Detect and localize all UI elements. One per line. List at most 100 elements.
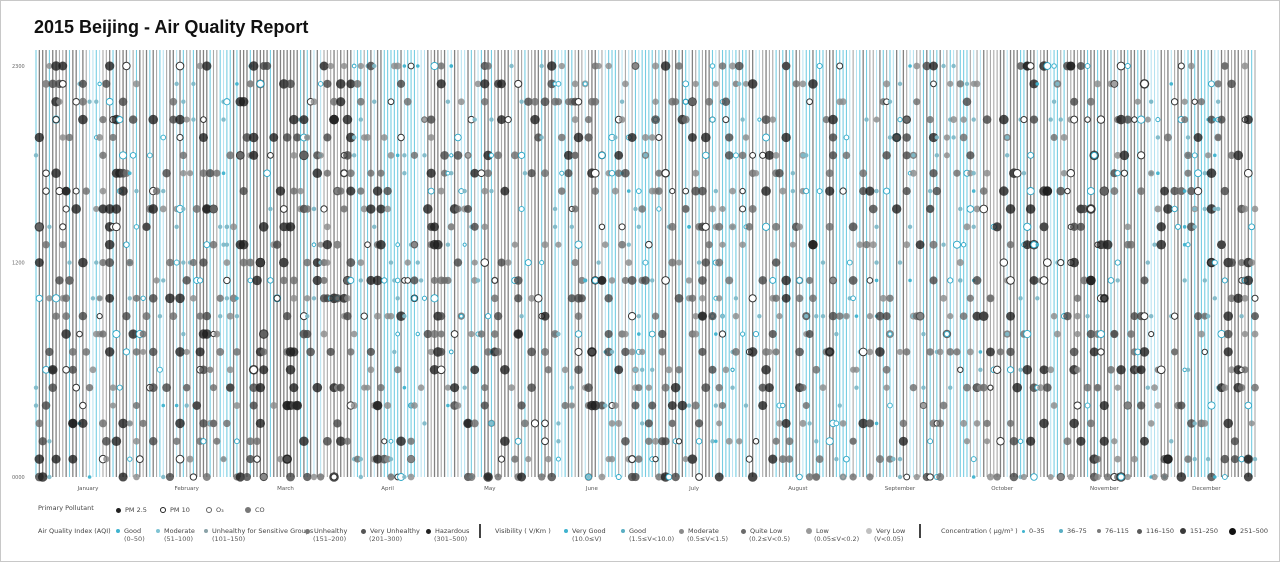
pm25-point: [230, 294, 238, 302]
legend-pm10-label: PM 10: [170, 506, 190, 514]
pm25-point: [179, 151, 188, 160]
legend-aqi-swatch-icon: [204, 529, 208, 533]
pm25-point: [1202, 278, 1207, 283]
pm25-point: [169, 97, 178, 106]
pm25-point: [350, 330, 358, 338]
pm25-point: [358, 278, 364, 283]
pm10-point: [1096, 115, 1106, 124]
y-tick-label: 1200: [12, 261, 25, 267]
pm25-point: [648, 134, 656, 141]
pm25-point: [472, 117, 477, 122]
pm25-point: [913, 473, 920, 481]
pm25-point: [161, 403, 166, 408]
pm25-point: [430, 330, 439, 339]
o3-point: [665, 473, 673, 481]
pm25-point: [1182, 278, 1187, 283]
pm10-point: [320, 205, 328, 213]
legend-visibility-label: Moderate: [688, 527, 719, 535]
pm25-point: [480, 79, 490, 89]
o3-point: [1248, 223, 1256, 231]
pm25-point: [962, 97, 972, 107]
o3-point: [1114, 170, 1121, 177]
o3-point: [843, 455, 850, 463]
pm10-point: [757, 117, 762, 122]
pm25-point: [547, 61, 557, 71]
pm10-point: [1140, 312, 1149, 321]
pm25-point: [650, 367, 655, 372]
pm25-point: [235, 296, 239, 301]
pm25-point: [436, 79, 446, 89]
pm25-point: [622, 80, 629, 88]
legend-visibility-swatch-icon: [806, 528, 812, 534]
pm10-point: [72, 383, 81, 392]
pm25-point: [1099, 436, 1109, 446]
pm25-point: [323, 223, 331, 231]
o3-point: [1030, 473, 1038, 481]
pm25-point: [772, 294, 780, 302]
pm10-point: [415, 331, 420, 337]
pm25-point: [33, 403, 39, 408]
pm25-point: [184, 403, 189, 408]
pm25-point: [510, 151, 519, 160]
pm25-point: [1215, 206, 1221, 212]
pm25-point: [221, 117, 226, 122]
pm10-point: [541, 419, 549, 428]
pm25-point: [866, 473, 874, 481]
pm25-point: [415, 64, 420, 68]
pm25-point: [625, 259, 633, 266]
pm25-point: [971, 475, 976, 479]
pm10-point: [173, 259, 180, 266]
pm25-point: [1139, 347, 1150, 357]
pm25-point: [932, 186, 942, 196]
pm25-point: [175, 347, 185, 357]
pm25-point: [394, 366, 402, 374]
o3-point: [947, 277, 954, 284]
pm25-point: [875, 347, 885, 357]
pm25-point: [1243, 275, 1254, 286]
pm25-point: [720, 313, 725, 319]
pm25-point: [519, 313, 524, 319]
pm25-point: [971, 171, 976, 176]
pm25-point: [242, 472, 252, 482]
pm25-point: [567, 294, 576, 303]
pm25-point: [61, 186, 71, 196]
pm25-point: [199, 365, 208, 375]
o3-point: [116, 384, 123, 391]
o3-point: [1026, 187, 1035, 196]
pm25-point: [627, 276, 637, 285]
pm25-point: [1192, 206, 1197, 212]
pm25-point: [402, 385, 407, 390]
pm25-point: [1217, 240, 1226, 250]
pm25-point: [437, 330, 445, 338]
pm25-point: [174, 81, 179, 87]
o3-point: [762, 222, 771, 231]
pm25-point: [908, 278, 912, 283]
pm25-point: [388, 260, 394, 265]
pm25-point: [614, 150, 624, 160]
pm25-point: [233, 402, 241, 409]
pm25-point: [484, 62, 492, 70]
legend-concentration-item: 0–35: [1022, 527, 1045, 535]
pm25-point: [1217, 115, 1226, 124]
pm25-point: [169, 312, 178, 321]
pm25-point: [843, 312, 850, 320]
pm25-point: [450, 383, 460, 393]
pm25-point: [82, 348, 91, 356]
pm25-point: [541, 169, 549, 178]
pm25-point: [166, 258, 174, 267]
legend-aqi-item: Moderate (51–100): [156, 527, 195, 543]
pm25-point: [1177, 187, 1186, 196]
pm25-point: [571, 116, 579, 124]
pm25-point: [655, 169, 663, 177]
pm25-point: [153, 277, 160, 284]
pm25-point: [1107, 365, 1115, 374]
pm25-point: [715, 383, 723, 392]
pm25-point: [437, 187, 445, 195]
pm25-point: [326, 347, 335, 356]
pm25-point: [926, 348, 934, 356]
pm25-point: [311, 296, 317, 301]
o3-point: [1155, 117, 1161, 123]
pm25-point: [252, 275, 262, 286]
pm25-point: [650, 278, 655, 283]
pm25-point: [367, 169, 375, 177]
